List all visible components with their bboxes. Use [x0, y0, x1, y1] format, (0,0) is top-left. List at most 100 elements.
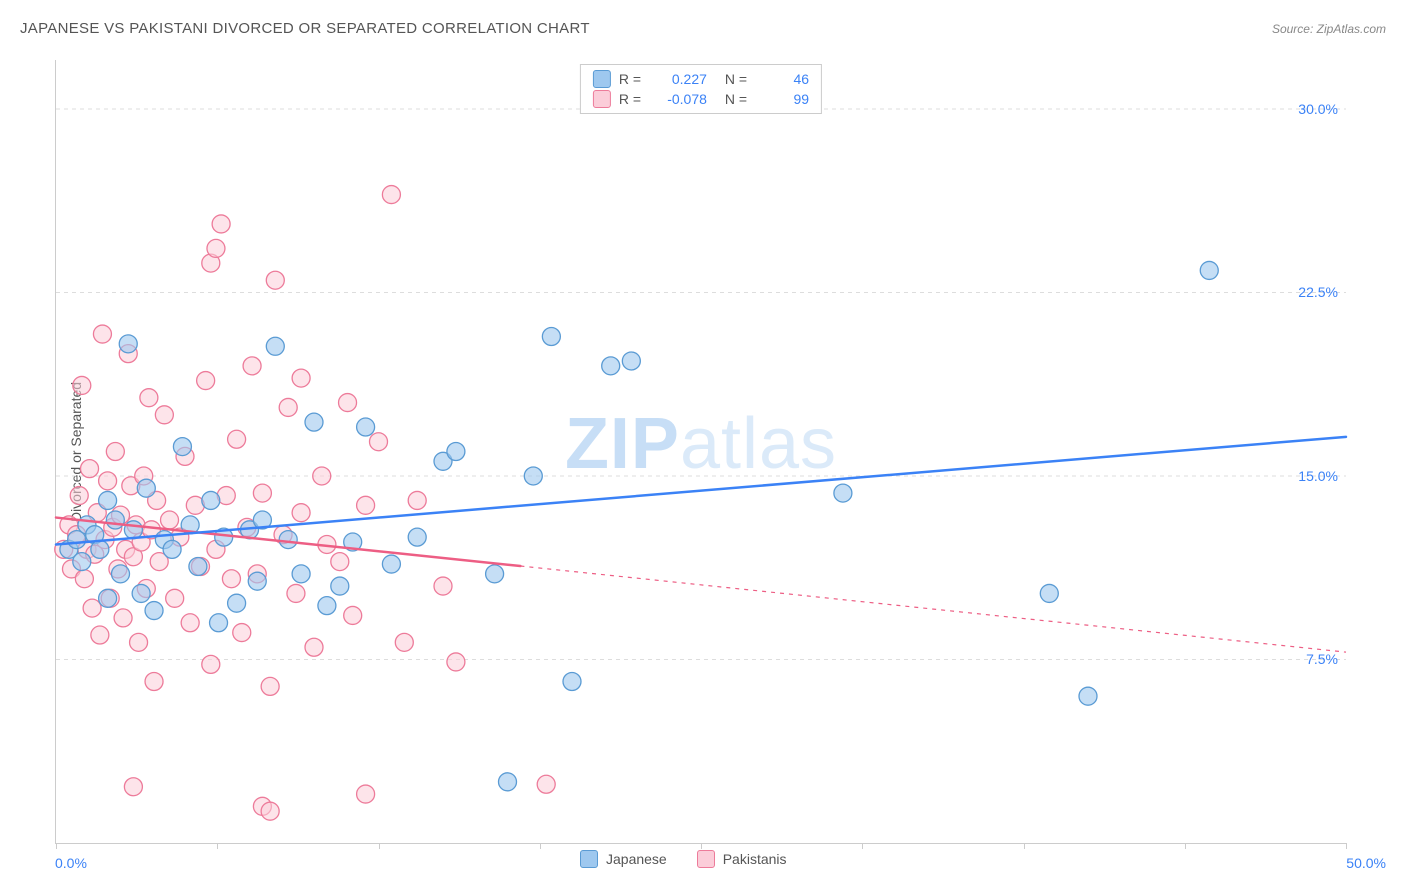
data-point — [81, 460, 99, 478]
swatch-japanese — [580, 850, 598, 868]
data-point — [287, 584, 305, 602]
data-point — [408, 528, 426, 546]
data-point — [197, 372, 215, 390]
data-point — [266, 337, 284, 355]
data-point — [357, 785, 375, 803]
data-point — [210, 614, 228, 632]
data-point — [222, 570, 240, 588]
data-point — [486, 565, 504, 583]
legend-label-pakistanis: Pakistanis — [723, 851, 787, 867]
data-point — [91, 540, 109, 558]
x-tick-mark — [862, 843, 863, 849]
chart-container: JAPANESE VS PAKISTANI DIVORCED OR SEPARA… — [0, 0, 1406, 892]
y-tick-label: 7.5% — [1306, 651, 1338, 667]
data-point — [112, 565, 130, 583]
data-point — [106, 443, 124, 461]
legend-r-japanese: 0.227 — [653, 69, 707, 89]
swatch-pakistanis — [593, 90, 611, 108]
data-point — [145, 673, 163, 691]
y-tick-label: 30.0% — [1298, 101, 1338, 117]
legend-r-label: R = — [619, 69, 645, 89]
data-point — [99, 589, 117, 607]
legend-row-pakistanis: R = -0.078 N = 99 — [593, 89, 809, 109]
data-point — [344, 606, 362, 624]
data-point — [305, 638, 323, 656]
data-point — [339, 394, 357, 412]
data-point — [1079, 687, 1097, 705]
data-point — [161, 511, 179, 529]
legend-item-pakistanis: Pakistanis — [697, 850, 787, 868]
data-point — [124, 521, 142, 539]
data-point — [357, 496, 375, 514]
data-point — [499, 773, 517, 791]
data-point — [189, 558, 207, 576]
data-point — [313, 467, 331, 485]
legend-row-japanese: R = 0.227 N = 46 — [593, 69, 809, 89]
x-tick-mark — [56, 843, 57, 849]
data-point — [155, 406, 173, 424]
data-point — [331, 577, 349, 595]
data-point — [537, 775, 555, 793]
series-legend: Japanese Pakistanis — [580, 850, 787, 868]
legend-n-japanese: 46 — [755, 69, 809, 89]
data-point — [266, 271, 284, 289]
data-point — [524, 467, 542, 485]
data-point — [292, 504, 310, 522]
data-point — [212, 215, 230, 233]
data-point — [207, 239, 225, 257]
data-point — [132, 584, 150, 602]
data-point — [305, 413, 323, 431]
data-point — [140, 389, 158, 407]
chart-title: JAPANESE VS PAKISTANI DIVORCED OR SEPARA… — [20, 20, 590, 37]
data-point — [181, 614, 199, 632]
data-point — [202, 655, 220, 673]
data-point — [166, 589, 184, 607]
data-point — [124, 778, 142, 796]
y-tick-label: 22.5% — [1298, 284, 1338, 300]
data-point — [106, 511, 124, 529]
legend-label-japanese: Japanese — [606, 851, 667, 867]
data-point — [622, 352, 640, 370]
x-tick-mark — [1346, 843, 1347, 849]
data-point — [99, 491, 117, 509]
data-point — [99, 472, 117, 490]
data-point — [602, 357, 620, 375]
data-point — [83, 599, 101, 617]
legend-item-japanese: Japanese — [580, 850, 667, 868]
data-point — [447, 443, 465, 461]
x-tick-mark — [540, 843, 541, 849]
data-point — [1200, 261, 1218, 279]
x-axis-end-label: 50.0% — [1346, 855, 1386, 871]
data-point — [228, 430, 246, 448]
legend-r-label: R = — [619, 89, 645, 109]
data-point — [137, 479, 155, 497]
data-point — [228, 594, 246, 612]
data-point — [292, 565, 310, 583]
x-axis-start-label: 0.0% — [55, 855, 87, 871]
data-point — [202, 491, 220, 509]
swatch-japanese — [593, 70, 611, 88]
data-point — [434, 577, 452, 595]
legend-n-label: N = — [725, 89, 747, 109]
legend-n-label: N = — [725, 69, 747, 89]
data-point — [279, 531, 297, 549]
data-point — [357, 418, 375, 436]
data-point — [563, 673, 581, 691]
data-point — [382, 186, 400, 204]
data-point — [370, 433, 388, 451]
data-point — [119, 335, 137, 353]
data-point — [73, 553, 91, 571]
data-point — [70, 487, 88, 505]
y-tick-label: 15.0% — [1298, 468, 1338, 484]
x-tick-mark — [217, 843, 218, 849]
correlation-legend: R = 0.227 N = 46 R = -0.078 N = 99 — [580, 64, 822, 114]
data-point — [91, 626, 109, 644]
data-point — [279, 398, 297, 416]
legend-n-pakistanis: 99 — [755, 89, 809, 109]
source-attribution: Source: ZipAtlas.com — [1272, 22, 1386, 36]
data-point — [75, 570, 93, 588]
swatch-pakistanis — [697, 850, 715, 868]
data-point — [73, 376, 91, 394]
data-point — [834, 484, 852, 502]
data-point — [542, 327, 560, 345]
